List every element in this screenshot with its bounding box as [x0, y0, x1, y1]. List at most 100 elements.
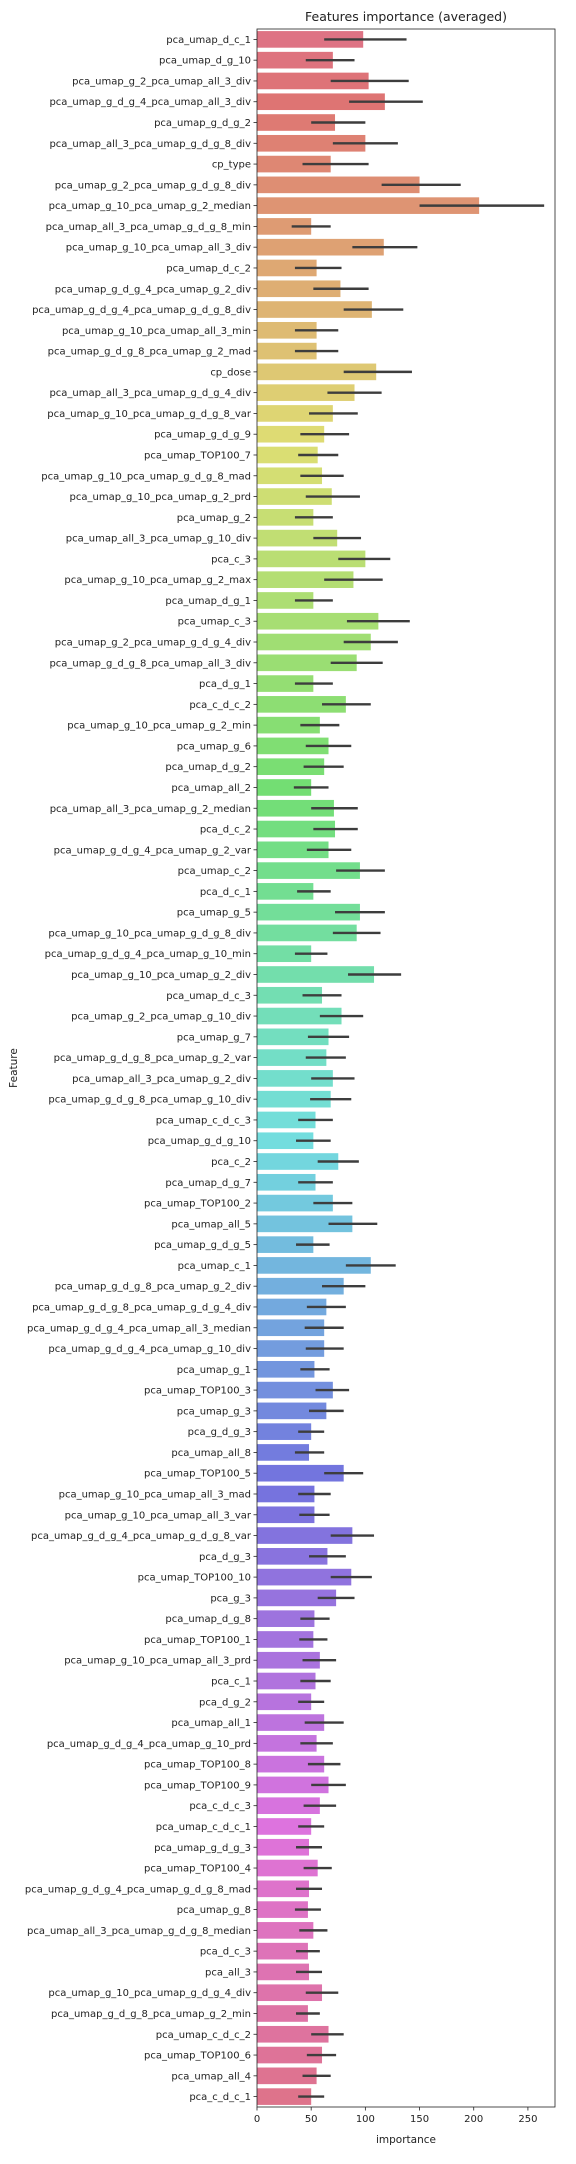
y-tick-label: pca_d_g_1	[199, 679, 251, 690]
bar-pca_umap_TOP100_10	[257, 1568, 352, 1586]
y-tick-label: pca_c_d_c_3	[189, 1801, 251, 1812]
y-tick-label: pca_umap_g_5	[177, 908, 251, 919]
y-tick-label: pca_umap_g_d_g_8_pca_umap_g_2_mad	[48, 347, 251, 358]
bar-pca_umap_g_10_pca_umap_g_2_max	[257, 571, 354, 588]
y-tick-label: pca_d_c_2	[200, 825, 251, 836]
y-tick-label: pca_umap_all_5	[171, 1219, 251, 1230]
bars-layer	[257, 31, 545, 2105]
bar-pca_umap_g_2_pca_umap_all_3_div	[257, 72, 369, 90]
y-tick-label: pca_umap_c_d_c_2	[156, 2030, 251, 2041]
y-tick-label: pca_umap_g_d_g_4_pca_umap_g_d_g_8_div	[32, 305, 251, 316]
y-tick-label: pca_umap_all_3_pca_umap_g_10_div	[66, 534, 251, 545]
y-tick-label: pca_umap_g_2	[177, 513, 251, 524]
bar-pca_d_g_1	[257, 675, 314, 692]
y-tick-label: pca_umap_g_10_pca_umap_all_3_mad	[59, 1489, 251, 1500]
y-tick-label: pca_umap_d_g_1	[165, 596, 251, 607]
y-tick-label: pca_umap_g_d_g_4_pca_umap_all_3_div	[49, 97, 251, 108]
x-tick-label: 0	[254, 2114, 260, 2125]
x-tick-label: 250	[518, 2114, 537, 2125]
y-tick-label: pca_umap_g_10_pca_umap_g_d_g_4_div	[48, 1988, 251, 1999]
bar-pca_umap_TOP100_3	[257, 1381, 333, 1399]
y-tick-label: pca_umap_g_2_pca_umap_g_d_g_8_div	[55, 180, 251, 191]
bar-pca_umap_g_7	[257, 1028, 329, 1046]
bar-pca_umap_g_d_g_3	[257, 1838, 310, 1856]
y-tick-label: pca_umap_d_c_3	[166, 991, 251, 1002]
y-tick-label: pca_umap_g_d_g_4_pca_umap_g_d_g_8_mad	[25, 1884, 251, 1895]
bar-pca_all_3	[257, 1963, 310, 1981]
y-tick-label: pca_umap_g_10_pca_umap_g_d_g_8_var	[47, 409, 252, 420]
bar-pca_umap_g_10_pca_umap_g_2_min	[257, 716, 320, 734]
y-tick-label: pca_umap_d_c_2	[166, 263, 251, 274]
bar-pca_d_c_3	[257, 1942, 308, 1960]
y-tick-label: pca_umap_g_10_pca_umap_all_3_min	[62, 326, 251, 337]
y-tick-label: pca_umap_g_d_g_4_pca_umap_g_10_min	[45, 949, 251, 960]
bar-pca_umap_g_6	[257, 737, 329, 755]
y-tick-label: pca_umap_c_2	[178, 866, 251, 877]
bar-pca_umap_g_10_pca_umap_g_2_median	[257, 197, 480, 214]
y-tick-label: pca_umap_g_10_pca_umap_g_d_g_8_div	[48, 928, 251, 939]
bar-pca_umap_g_d_g_10	[257, 1132, 314, 1150]
y-tick-label: pca_umap_g_d_g_8_pca_umap_g_2_var	[54, 1053, 252, 1064]
bar-pca_c_3	[257, 550, 366, 568]
y-tick-label: pca_umap_d_g_2	[165, 762, 251, 773]
bar-pca_umap_g_10_pca_umap_all_3_min	[257, 321, 317, 339]
bar-pca_umap_c_d_c_3	[257, 1111, 316, 1129]
y-tick-label: pca_umap_c_d_c_3	[156, 1115, 251, 1126]
bar-pca_umap_g_d_g_2	[257, 114, 336, 131]
bar-pca_umap_all_3_pca_umap_g_2_div	[257, 1070, 333, 1087]
bar-pca_umap_g_d_g_8_pca_umap_g_2_var	[257, 1049, 327, 1066]
y-tick-label: pca_umap_g_d_g_3	[154, 1843, 251, 1854]
bar-pca_umap_g_d_g_4_pca_umap_all_3_median	[257, 1319, 325, 1337]
bar-pca_g_d_g_3	[257, 1423, 312, 1440]
bar-pca_umap_c_2	[257, 862, 360, 879]
bar-pca_d_c_1	[257, 883, 314, 900]
bar-pca_umap_d_c_2	[257, 259, 317, 277]
y-tick-label: pca_c_2	[211, 1157, 251, 1168]
bar-pca_umap_g_d_g_8_pca_umap_g_2_mad	[257, 342, 317, 360]
y-tick-label: pca_d_g_3	[199, 1552, 251, 1563]
y-tick-label: pca_umap_g_10_pca_umap_all_3_div	[66, 243, 251, 254]
y-tick-label: pca_umap_g_2_pca_umap_g_10_div	[71, 1012, 251, 1023]
y-tick-label: pca_umap_g_d_g_4_pca_umap_g_d_g_8_var	[31, 1531, 252, 1542]
x-tick-label: 200	[464, 2114, 483, 2125]
y-tick-label: pca_umap_all_1	[171, 1718, 251, 1729]
y-tick-label: pca_umap_g_10_pca_umap_g_2_prd	[70, 492, 251, 503]
y-tick-label: cp_dose	[210, 367, 251, 378]
y-tick-label: pca_umap_all_3_pca_umap_g_d_g_8_div	[49, 139, 251, 150]
y-tick-label: pca_c_d_c_1	[189, 2092, 251, 2103]
bar-pca_umap_TOP100_4	[257, 1859, 318, 1877]
bar-pca_umap_g_d_g_8_pca_umap_g_2_div	[257, 1277, 344, 1295]
y-tick-label: pca_umap_g_d_g_8_pca_umap_all_3_div	[49, 658, 251, 669]
bar-pca_umap_g_d_g_4_pca_umap_g_10_prd	[257, 1735, 317, 1752]
bar-pca_g_3	[257, 1589, 337, 1607]
y-tick-label: pca_c_1	[211, 1677, 251, 1688]
bar-pca_umap_TOP100_1	[257, 1631, 314, 1648]
bar-pca_umap_g_10_pca_umap_g_d_g_8_div	[257, 924, 357, 942]
bar-pca_c_2	[257, 1153, 339, 1170]
bar-pca_umap_g_10_pca_umap_all_3_prd	[257, 1651, 320, 1669]
y-tick-label: pca_umap_g_d_g_4_pca_umap_g_2_div	[55, 284, 251, 295]
y-tick-label: pca_umap_g_d_g_2	[154, 118, 251, 129]
y-tick-label: pca_umap_all_3_pca_umap_g_2_div	[72, 1074, 251, 1085]
bar-pca_umap_g_d_g_4_pca_umap_g_10_min	[257, 945, 312, 963]
bar-pca_c_d_c_2	[257, 696, 346, 713]
y-tick-label: pca_umap_g_6	[177, 741, 251, 752]
bar-pca_umap_g_2	[257, 509, 314, 526]
y-axis-label: Feature	[8, 1048, 20, 1088]
bar-pca_umap_g_d_g_8_pca_umap_all_3_div	[257, 654, 357, 672]
y-tick-label: pca_umap_TOP100_10	[138, 1573, 251, 1584]
y-tick-label: pca_g_3	[210, 1593, 251, 1604]
bar-pca_umap_d_c_3	[257, 986, 323, 1004]
y-tick-label: pca_umap_TOP100_8	[144, 1760, 251, 1771]
bar-pca_umap_all_3_pca_umap_g_2_median	[257, 799, 334, 817]
bar-pca_umap_g_1	[257, 1360, 315, 1378]
bar-pca_umap_g_10_pca_umap_g_d_g_4_div	[257, 1984, 323, 2002]
bar-pca_umap_g_d_g_8_pca_umap_g_10_div	[257, 1090, 331, 1108]
bar-pca_umap_d_g_8	[257, 1610, 315, 1627]
y-tick-label: pca_umap_g_d_g_10	[148, 1136, 251, 1147]
y-tick-label: pca_umap_g_d_g_9	[154, 430, 251, 441]
bar-pca_umap_g_3	[257, 1402, 327, 1420]
x-axis-label: importance	[376, 2134, 436, 2146]
y-tick-label: pca_c_3	[211, 554, 251, 565]
